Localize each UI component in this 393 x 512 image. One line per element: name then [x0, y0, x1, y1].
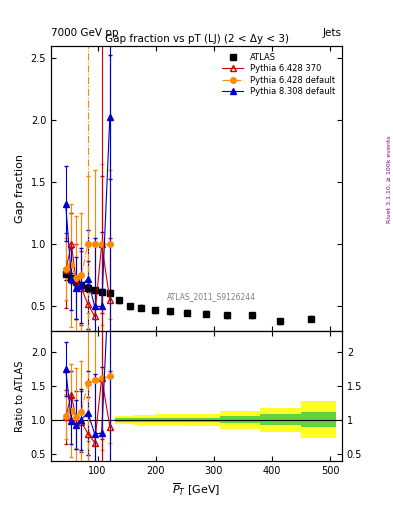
Legend: ATLAS, Pythia 6.428 370, Pythia 6.428 default, Pythia 8.308 default: ATLAS, Pythia 6.428 370, Pythia 6.428 de… — [220, 50, 338, 99]
Text: ATLAS_2011_S9126244: ATLAS_2011_S9126244 — [167, 292, 255, 302]
Text: Jets: Jets — [323, 28, 342, 38]
Title: Gap fraction vs pT (LJ) (2 < Δy < 3): Gap fraction vs pT (LJ) (2 < Δy < 3) — [105, 34, 288, 44]
Y-axis label: Ratio to ATLAS: Ratio to ATLAS — [15, 360, 25, 432]
Text: 7000 GeV pp: 7000 GeV pp — [51, 28, 119, 38]
X-axis label: $\overline{P}_T$ [GeV]: $\overline{P}_T$ [GeV] — [173, 481, 220, 498]
Text: Rivet 3.1.10, ≥ 100k events: Rivet 3.1.10, ≥ 100k events — [387, 135, 392, 223]
Y-axis label: Gap fraction: Gap fraction — [15, 154, 25, 223]
